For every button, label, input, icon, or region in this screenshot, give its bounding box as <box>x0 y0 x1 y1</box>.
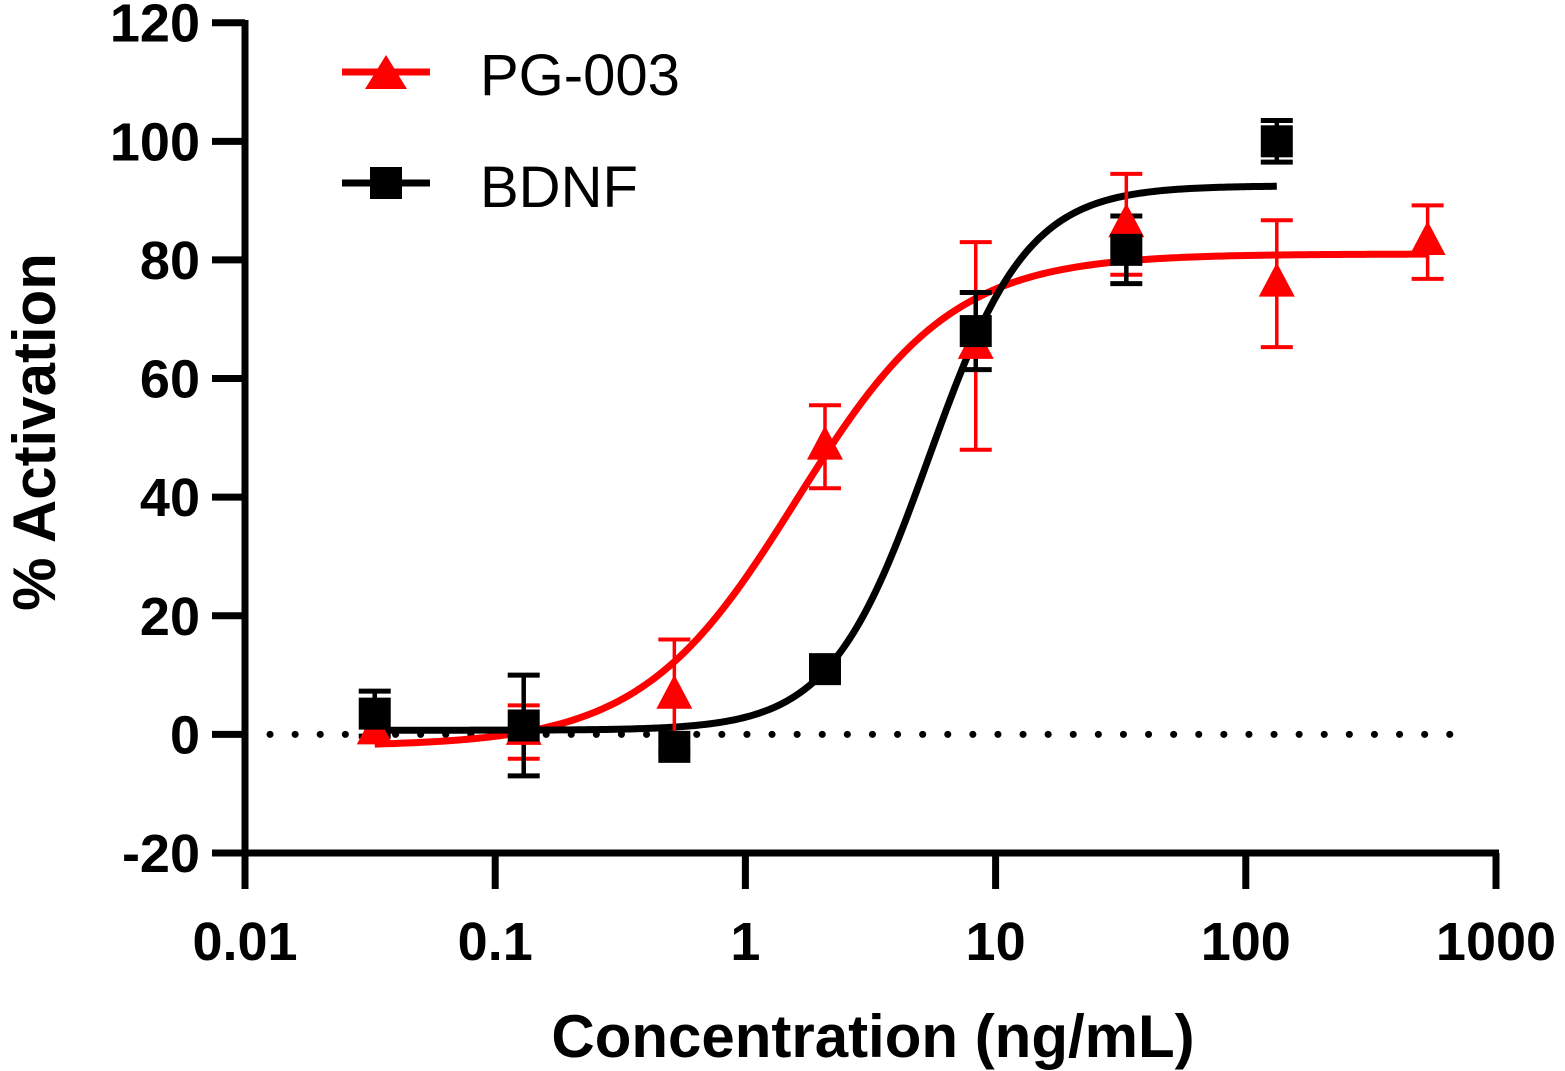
y-tick-label: 120 <box>110 0 200 54</box>
y-tick-label: 0 <box>170 705 200 765</box>
data-point-pg003 <box>1108 203 1145 238</box>
data-point-bdnf <box>1110 233 1143 266</box>
legend-item-pg003: PG-003 <box>342 43 680 108</box>
data-point-bdnf <box>358 697 391 730</box>
x-tick-label: 100 <box>1201 912 1291 972</box>
data-point-pg003 <box>1409 221 1446 256</box>
x-tick-label: 1000 <box>1436 912 1556 972</box>
axes <box>241 20 1499 857</box>
y-tick-label: 20 <box>140 587 200 647</box>
y-tick-label: -20 <box>122 824 200 884</box>
legend-label-bdnf: BDNF <box>480 155 638 220</box>
data-point-pg003 <box>1258 262 1295 297</box>
y-tick-label: 80 <box>140 231 200 291</box>
x-tick-label: 10 <box>966 912 1026 972</box>
x-axis-title: Concentration (ng/mL) <box>551 1003 1194 1070</box>
data-point-bdnf <box>507 709 540 742</box>
data-point-bdnf <box>658 730 691 763</box>
legend-label-pg003: PG-003 <box>480 43 680 108</box>
y-tick-label: 100 <box>110 112 200 172</box>
data-point-bdnf <box>959 315 992 348</box>
y-tick-label: 60 <box>140 350 200 410</box>
y-axis-title: % Activation <box>1 253 68 611</box>
legend: PG-003 BDNF <box>342 43 680 220</box>
x-tick-label: 0.01 <box>192 912 297 972</box>
data-point-pg003 <box>806 425 843 460</box>
data-points <box>356 125 1446 763</box>
x-ticks: 0.01 0.1 1 10 100 1000 <box>192 853 1556 972</box>
fit-curves <box>374 182 1428 748</box>
y-ticks: -20 0 20 40 60 80 100 120 <box>110 0 245 884</box>
legend-item-bdnf: BDNF <box>342 155 638 220</box>
x-tick-label: 1 <box>730 912 760 972</box>
y-tick-label: 40 <box>140 468 200 528</box>
legend-marker-triangle-icon <box>365 55 407 89</box>
data-point-bdnf <box>1260 125 1293 158</box>
data-point-bdnf <box>808 653 841 686</box>
x-tick-label: 0.1 <box>458 912 533 972</box>
data-point-pg003 <box>656 674 693 709</box>
fit-curve-pg003 <box>374 250 1428 748</box>
legend-marker-square-icon <box>370 167 402 199</box>
